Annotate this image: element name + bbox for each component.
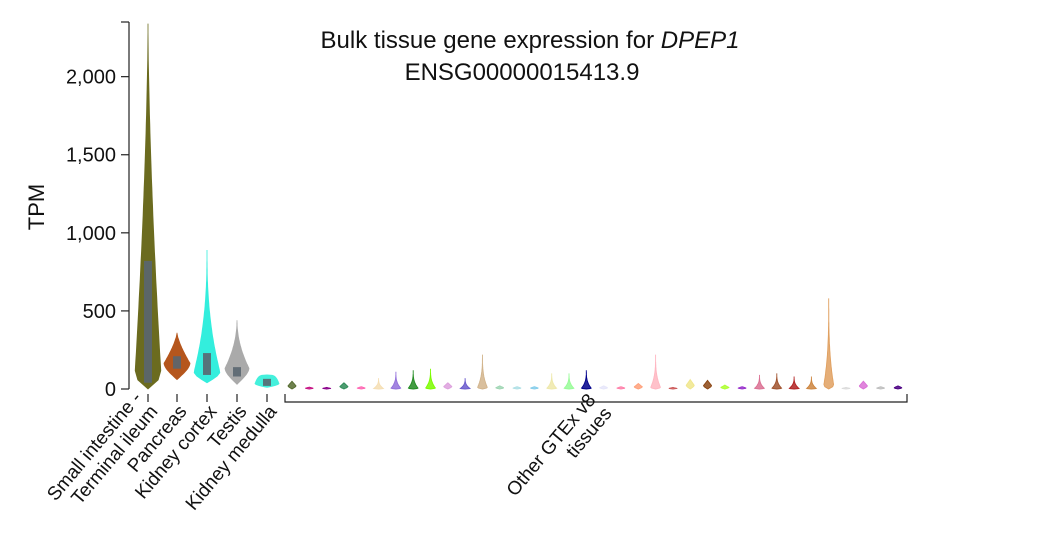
other-violin [805,376,818,390]
other-violin [771,373,783,390]
other-violin [546,373,558,390]
violin-1 [163,332,191,381]
other-violin [650,354,661,390]
chart-title: Bulk tissue gene expression for DPEP1 EN… [321,27,740,86]
violin-box-1 [173,356,181,369]
y-tick-label: 1,000 [66,223,116,245]
y-tick-label: 0 [105,379,116,401]
other-violin [322,386,332,390]
y-tick-label: 2,000 [66,67,116,89]
other-violin [425,368,437,390]
other-violin [477,354,488,390]
violin-box-3 [233,367,241,377]
other-violin [737,386,747,390]
other-violin [305,386,314,390]
other-violin [841,386,851,390]
violin-0 [134,23,162,390]
other-tissues-bracket [284,394,908,403]
violin-2 [193,250,221,384]
other-violin [407,370,419,390]
y-tick-label: 1,500 [66,145,116,167]
other-violin [495,385,505,390]
other-violin [685,378,695,390]
violin-box-0 [144,260,152,383]
other-violin [512,386,522,390]
other-violin [599,385,608,390]
other-violin [580,370,592,390]
y-tick-label: 500 [83,301,116,323]
chart-title-gene: DPEP1 [661,27,740,54]
other-violin [616,386,626,390]
other-violin [875,386,885,390]
other-violin [823,298,835,390]
other-violin [339,382,349,390]
chart-title-prefix: Bulk tissue gene expression for [321,27,655,54]
violin-3 [224,320,250,385]
other-tissue-violins [284,298,908,403]
other-violin [668,386,678,390]
violin-box-2 [203,353,211,375]
other-violin [443,382,453,390]
other-violin [390,371,402,390]
chart-title-line: Bulk tissue gene expression for DPEP1 [321,27,740,54]
other-violin [459,378,472,390]
other-violin [858,380,868,390]
other-violin [753,374,766,390]
violin-box-4 [263,378,271,386]
other-violin [563,373,575,390]
other-violin [720,384,730,390]
y-axis: 0 500 1,000 1,500 2,000 [66,21,130,401]
other-violin [788,376,800,390]
y-axis-title: TPM [24,184,49,230]
other-violin [702,379,712,390]
other-violin [893,385,903,390]
other-violin [530,386,539,390]
other-violin [356,386,366,390]
x-axis-labels: Small intestine -Terminal ileumPancreasK… [43,388,617,515]
violins [134,23,280,402]
other-violin [372,378,385,390]
chart-subtitle: ENSG00000015413.9 [405,59,640,86]
other-violin [287,380,297,390]
other-violin [633,382,643,390]
